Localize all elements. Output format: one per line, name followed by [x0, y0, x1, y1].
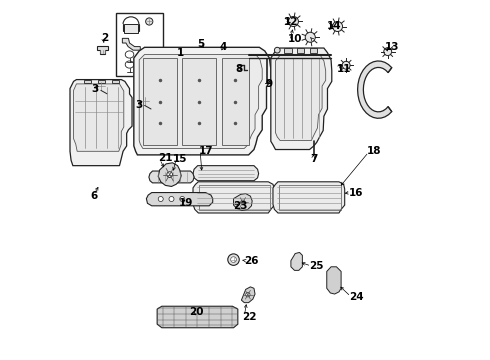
Polygon shape: [273, 182, 344, 213]
Bar: [84, 80, 91, 83]
Text: 19: 19: [179, 198, 193, 208]
Polygon shape: [271, 48, 332, 149]
Circle shape: [146, 18, 153, 25]
Bar: [116, 13, 163, 76]
Bar: [182, 58, 216, 145]
Circle shape: [228, 254, 239, 265]
Circle shape: [241, 200, 245, 204]
Polygon shape: [193, 182, 274, 213]
Polygon shape: [97, 45, 108, 54]
Bar: [285, 48, 292, 53]
Polygon shape: [158, 163, 181, 186]
Circle shape: [384, 48, 392, 55]
Text: 18: 18: [367, 146, 381, 156]
Text: 15: 15: [172, 154, 187, 164]
Polygon shape: [242, 287, 255, 303]
Text: 17: 17: [198, 146, 213, 156]
Circle shape: [289, 17, 298, 27]
Circle shape: [342, 61, 350, 69]
Circle shape: [245, 293, 250, 297]
Text: 20: 20: [190, 307, 204, 317]
Polygon shape: [234, 194, 252, 211]
Text: 8: 8: [235, 64, 242, 74]
Polygon shape: [139, 54, 262, 148]
Polygon shape: [122, 39, 140, 50]
Circle shape: [333, 22, 343, 32]
Bar: [279, 185, 341, 211]
Bar: [143, 58, 177, 145]
Circle shape: [167, 172, 172, 177]
Polygon shape: [327, 267, 341, 294]
Polygon shape: [149, 171, 194, 183]
Text: 3: 3: [92, 84, 99, 94]
Circle shape: [97, 82, 105, 90]
Text: 10: 10: [287, 35, 302, 44]
Text: 11: 11: [337, 64, 351, 74]
Text: 13: 13: [385, 42, 399, 52]
Text: 23: 23: [234, 201, 248, 211]
Polygon shape: [193, 166, 259, 181]
Text: 3: 3: [136, 100, 143, 110]
Polygon shape: [147, 193, 213, 206]
Circle shape: [305, 32, 315, 42]
Text: 1: 1: [177, 48, 184, 58]
Polygon shape: [291, 252, 302, 270]
Bar: [112, 80, 120, 83]
Text: 7: 7: [310, 154, 318, 164]
Circle shape: [158, 197, 163, 202]
Polygon shape: [134, 47, 271, 155]
Text: 4: 4: [220, 42, 227, 52]
Polygon shape: [107, 93, 112, 96]
Text: 21: 21: [158, 153, 172, 163]
Bar: [310, 48, 317, 53]
Bar: [297, 48, 304, 53]
Polygon shape: [151, 108, 155, 111]
Text: 22: 22: [242, 312, 257, 322]
Bar: [98, 80, 105, 83]
Polygon shape: [74, 84, 124, 151]
Text: 14: 14: [327, 21, 342, 31]
Text: 26: 26: [245, 256, 259, 266]
Circle shape: [140, 97, 149, 105]
Polygon shape: [70, 80, 132, 166]
Text: 5: 5: [197, 39, 205, 49]
Circle shape: [231, 257, 236, 262]
Text: 12: 12: [284, 17, 298, 27]
Text: 9: 9: [266, 79, 273, 89]
Polygon shape: [157, 306, 238, 328]
Bar: [221, 58, 248, 145]
Text: 16: 16: [349, 188, 364, 198]
Text: 24: 24: [349, 292, 364, 302]
Text: 25: 25: [310, 261, 324, 271]
Text: 2: 2: [101, 33, 108, 43]
Polygon shape: [275, 55, 326, 140]
Circle shape: [274, 47, 280, 53]
Circle shape: [180, 197, 185, 202]
Bar: [199, 185, 270, 211]
Circle shape: [169, 197, 174, 202]
Text: 6: 6: [90, 191, 98, 201]
Polygon shape: [358, 61, 392, 118]
Bar: [124, 24, 138, 33]
